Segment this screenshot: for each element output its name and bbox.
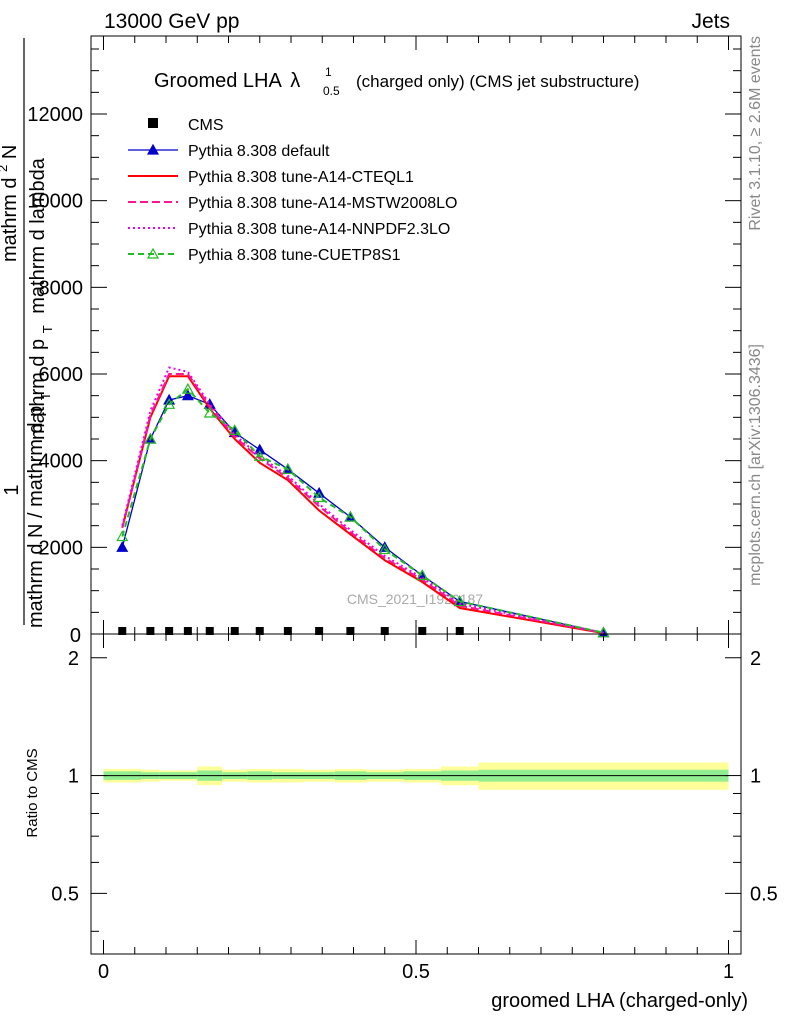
svg-text:mathrm d N / mathrm d p: mathrm d N / mathrm d p T — [25, 392, 53, 628]
series-point — [344, 510, 357, 522]
x-tick-label: 0.5 — [402, 961, 430, 983]
cms-point — [380, 627, 389, 635]
main-y-tick-label: 0 — [70, 625, 81, 647]
series-point — [116, 530, 129, 542]
cms-point — [165, 627, 174, 635]
series-point — [116, 541, 129, 552]
main-y-tick-label: 6000 — [39, 364, 84, 386]
title-sub: 0.5 — [323, 84, 340, 98]
title-lambda: λ — [290, 70, 300, 92]
cms-point — [230, 627, 239, 635]
ylabel-one: 1 — [1, 484, 23, 495]
rivet-version: Rivet 3.1.10, ≥ 2.6M events — [747, 36, 764, 231]
main-y-tick-label: 12000 — [27, 104, 83, 126]
mcplots-url: mcplots.cern.ch [arXiv:1306.3436] — [747, 344, 764, 586]
series-point — [181, 382, 194, 394]
cms-point — [346, 627, 355, 635]
ylabel-top-n: N — [0, 145, 21, 159]
series-layer — [116, 366, 610, 638]
ratio-y-tick-label-right: 0.5 — [750, 883, 778, 905]
cms-point — [146, 627, 155, 635]
ratio-y-tick-label-left: 1 — [68, 766, 79, 788]
title-main: Groomed LHA — [154, 70, 282, 92]
cms-point — [205, 627, 214, 635]
svg-text:Groomed LHA λ: Groomed LHA λ — [154, 70, 300, 92]
ratio-plot-frame — [90, 633, 742, 955]
series-line — [121, 373, 604, 634]
ratio-y-tick-label-right: 2 — [750, 648, 761, 670]
header-jets: Jets — [691, 10, 730, 33]
main-y-tick-label: 4000 — [39, 451, 84, 473]
series-point — [253, 443, 266, 455]
legend-marker — [146, 143, 160, 155]
plot-title: Groomed LHA λ 1 0.5 (charged only) (CMS … — [154, 65, 639, 98]
ylabel-top-sup: 2 — [0, 165, 10, 172]
legend-marker-cms — [148, 118, 158, 128]
series-point — [281, 463, 294, 474]
series-point — [203, 406, 216, 418]
main-axis-ticks — [91, 36, 741, 635]
legend-label: Pythia 8.308 tune-CUETP8S1 — [188, 247, 401, 264]
main-y-tick-label: 2000 — [39, 537, 84, 559]
series-point — [313, 491, 326, 503]
main-y-tick-label: 10000 — [27, 191, 83, 213]
legend-label-cms: CMS — [188, 117, 224, 134]
cms-point — [315, 627, 324, 635]
legend-label: Pythia 8.308 tune-A14-MSTW2008LO — [188, 195, 457, 212]
ylabel-top-dpt-sub: T — [40, 325, 55, 333]
ylabel-top-dpt: mathrm d p — [27, 339, 49, 440]
series-point — [453, 595, 466, 607]
ratio-y-tick-label-right: 1 — [750, 766, 761, 788]
ratio-y-tick-labels: 0.5 1 2 0.5 1 2 — [51, 648, 778, 906]
legend-marker — [146, 247, 160, 259]
cms-point — [283, 627, 292, 635]
x-axis-label: groomed LHA (charged-only) — [491, 990, 748, 1012]
main-y-tick-label: 8000 — [39, 277, 84, 299]
legend-label: Pythia 8.308 tune-A14-CTEQL1 — [188, 169, 414, 186]
ylabel-bottom: mathrm d N / mathrm d p — [25, 406, 47, 628]
ratio-y-tick-label-left: 0.5 — [51, 883, 79, 905]
series-line — [121, 387, 604, 634]
cms-point — [255, 627, 264, 635]
series-point — [228, 424, 241, 435]
x-tick-label: 1 — [723, 961, 734, 983]
ratio-axis-ticks — [91, 634, 741, 954]
header-energy: 13000 GeV pp — [104, 10, 239, 33]
cms-data-points — [118, 627, 464, 635]
x-tick-labels: 0 0.5 1 — [98, 961, 734, 983]
series-point — [416, 569, 429, 581]
main-y-tick-labels: 2000 4000 6000 8000 10000 12000 0 — [27, 104, 83, 647]
legend-label: Pythia 8.308 default — [188, 143, 330, 160]
series-point — [253, 450, 266, 461]
series-point — [378, 543, 391, 555]
ratio-uncertainty-bands — [103, 762, 729, 790]
cms-point — [118, 627, 127, 635]
svg-text:mathrm d 2 N: mathrm d 2 N — [0, 145, 21, 262]
main-y-axis-label: 1 mathrm d N / mathrm d p T mathrm d 2 N… — [0, 38, 57, 628]
ylabel-top-rest: mathrm d lambda — [27, 157, 49, 313]
series-point — [163, 398, 176, 409]
cms-point — [183, 627, 192, 635]
series-line — [121, 375, 604, 635]
ratio-y-tick-label-left: 2 — [68, 648, 79, 670]
series-point — [181, 389, 194, 401]
series-point — [144, 432, 157, 444]
cms-point — [418, 627, 427, 635]
ylabel-bottom-sub: T — [38, 392, 53, 400]
x-tick-label: 0 — [98, 961, 109, 983]
title-rest: (charged only) (CMS jet substructure) — [356, 72, 639, 91]
ylabel-top-d: mathrm d — [0, 178, 21, 262]
legend-label: Pythia 8.308 tune-A14-NNPDF2.3LO — [188, 221, 450, 238]
cms-point — [455, 627, 464, 635]
analysis-watermark: CMS_2021_I1920187 — [347, 591, 483, 607]
svg-text:mathrm d p T mathr: mathrm d p T mathrm d lambda — [27, 157, 57, 440]
legend: CMS Pythia 8.308 default Pythia 8.308 tun… — [128, 117, 457, 264]
series-line — [121, 395, 604, 634]
title-sup: 1 — [325, 65, 332, 79]
ratio-y-axis-label: Ratio to CMS — [24, 748, 41, 837]
